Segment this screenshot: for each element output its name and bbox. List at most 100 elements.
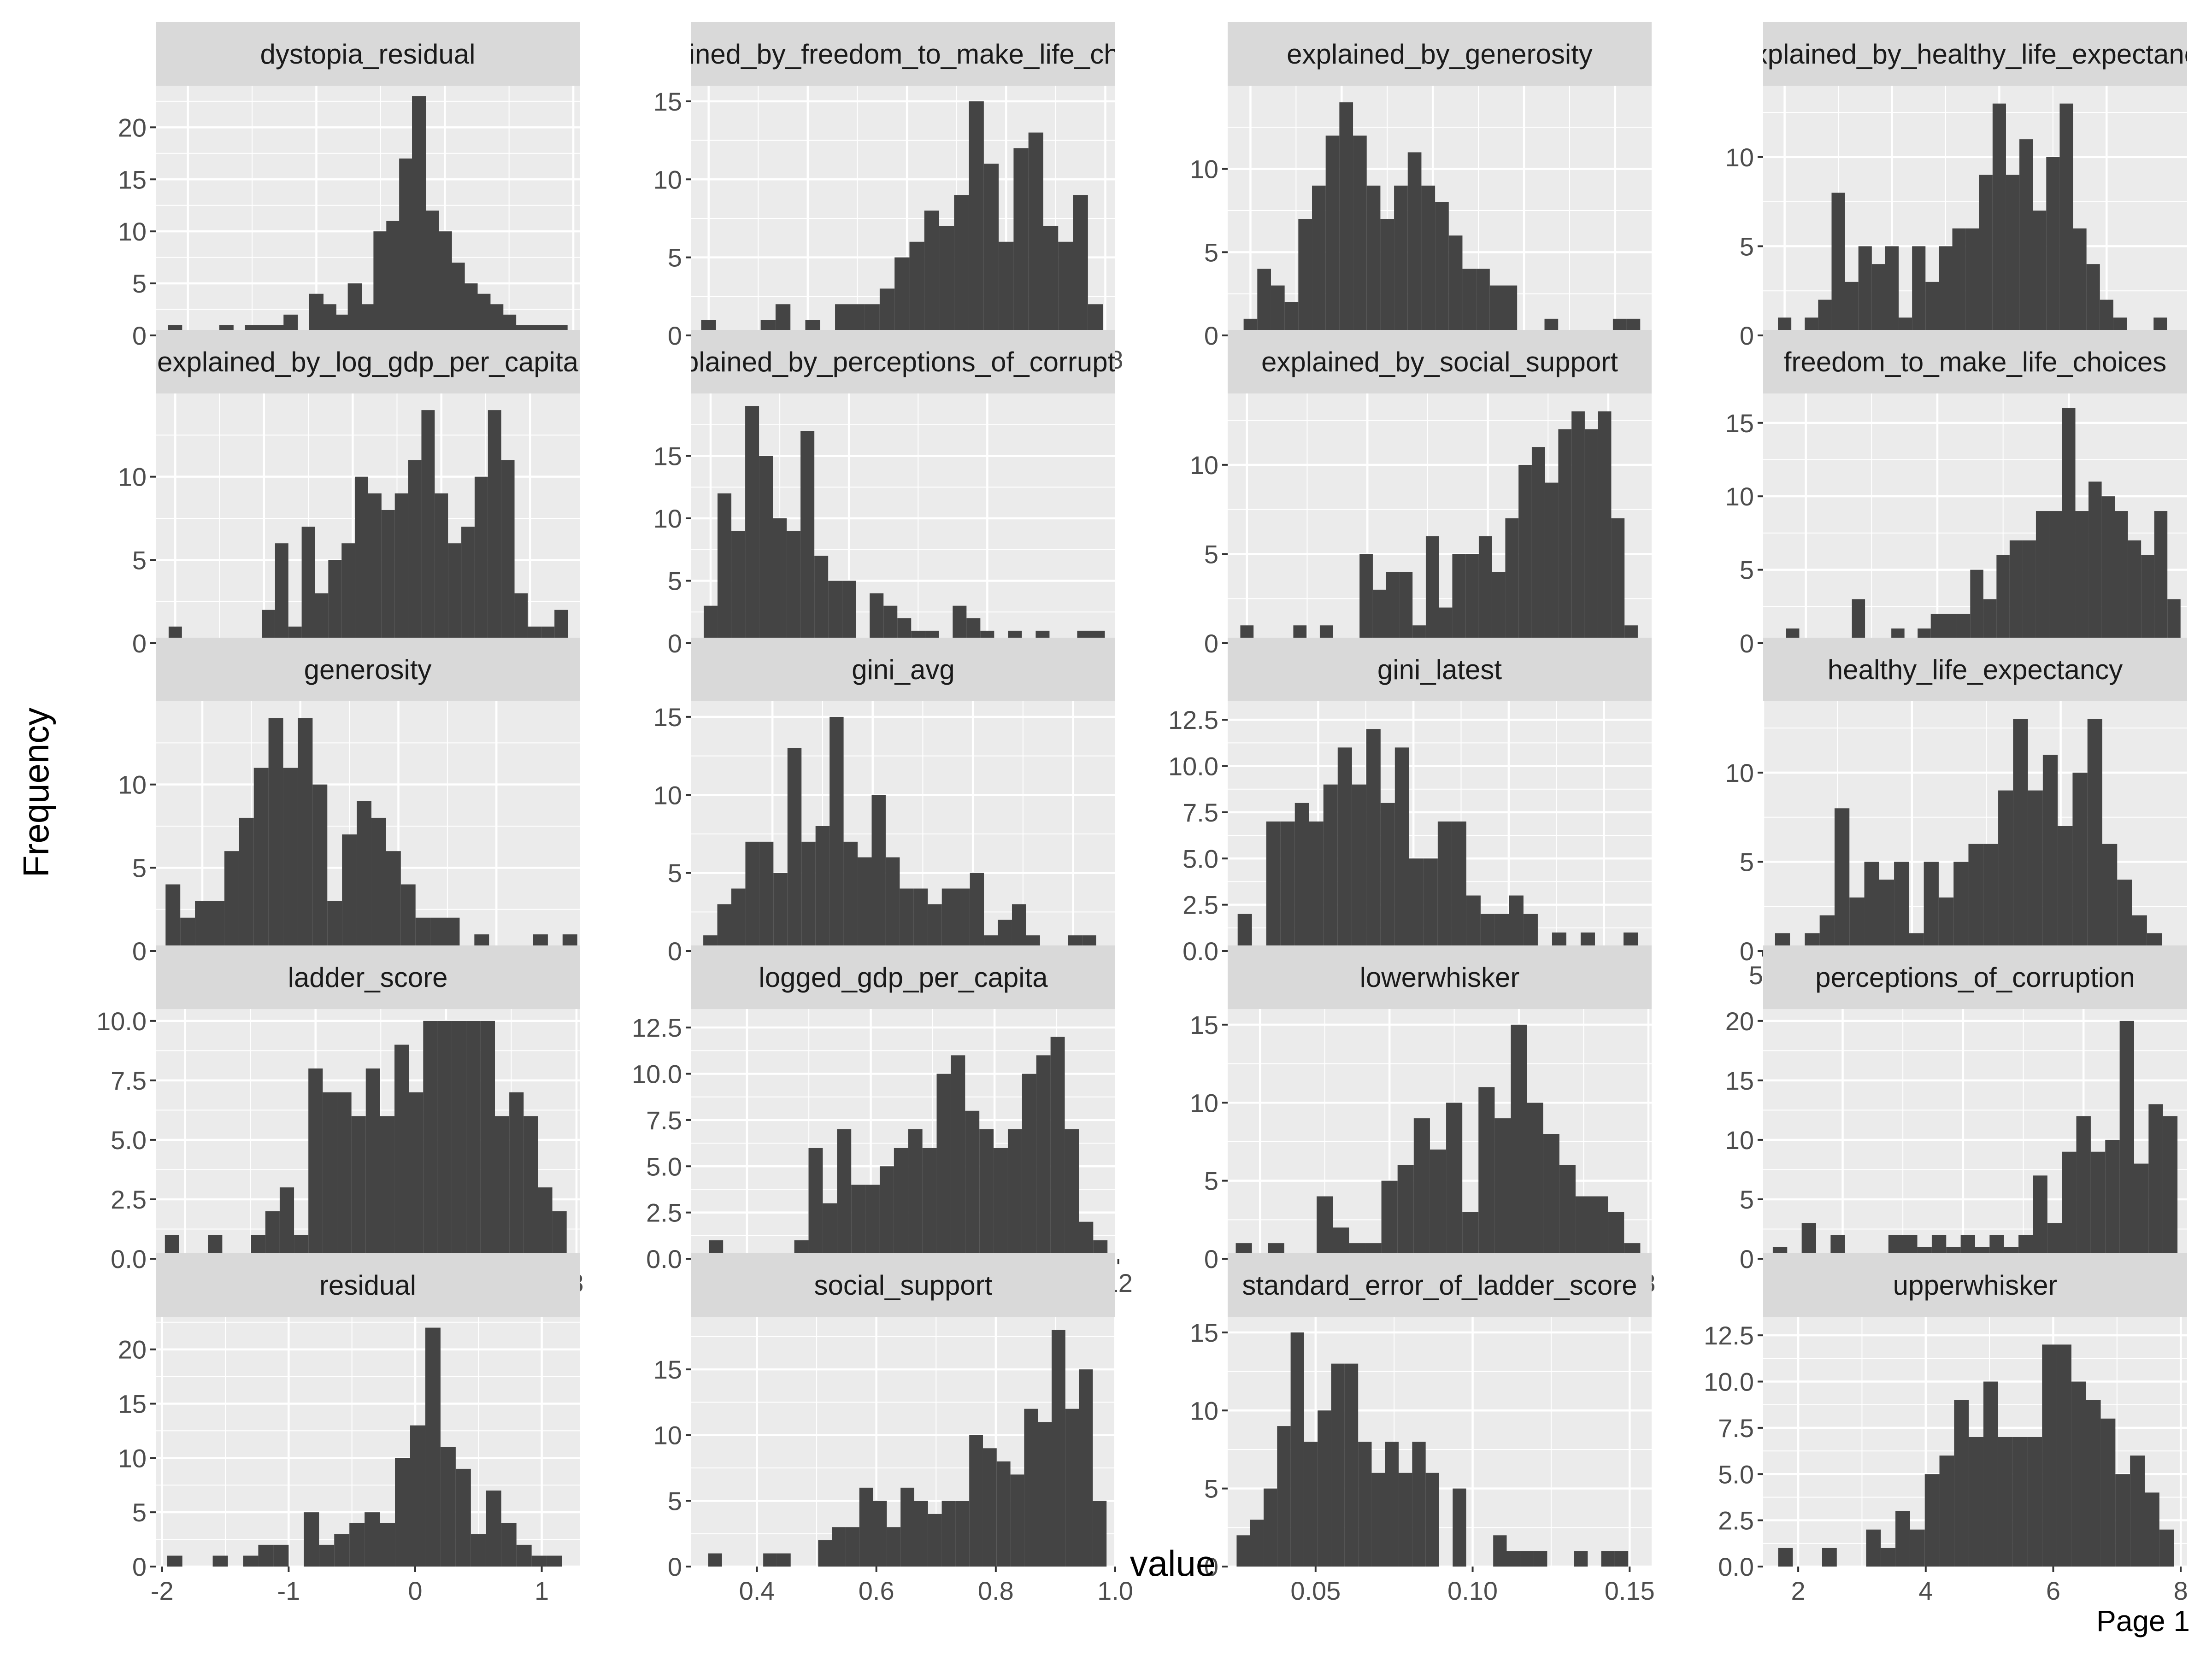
y-tick-label: 10 xyxy=(1190,1396,1218,1425)
y-tick-label: 15 xyxy=(653,442,682,471)
y-tick-label: 7.5 xyxy=(1182,798,1218,827)
histogram-bar xyxy=(195,901,210,951)
histogram-bar xyxy=(2145,1492,2159,1567)
histogram-bar xyxy=(1453,1489,1466,1567)
histogram-bar xyxy=(1885,246,1899,335)
histogram-bar xyxy=(777,1553,791,1567)
histogram-bar xyxy=(495,1116,509,1259)
histogram-bar xyxy=(2072,773,2087,951)
histogram-bar xyxy=(1367,186,1381,335)
histogram-bar xyxy=(2042,1344,2057,1567)
y-tick-label: 0 xyxy=(1204,321,1218,350)
histogram-bar xyxy=(2091,1152,2105,1259)
histogram-bar xyxy=(1954,1400,1969,1567)
histogram-bar xyxy=(2115,1474,2130,1567)
histogram-bar xyxy=(914,889,928,951)
histogram-bar xyxy=(1574,1551,1588,1567)
histogram-bar xyxy=(1386,572,1400,643)
y-tick-label: 2.5 xyxy=(1182,891,1218,920)
histogram-bar xyxy=(2013,1437,2028,1567)
histogram-bar xyxy=(773,518,787,643)
y-tick-label: 0 xyxy=(668,1552,682,1581)
histogram-bar xyxy=(475,477,488,643)
histogram-bar xyxy=(409,1092,423,1259)
histogram-bar xyxy=(501,1523,517,1567)
histogram-bar xyxy=(1446,1103,1462,1259)
histogram-bar xyxy=(704,606,718,643)
histogram-bar xyxy=(1511,1025,1527,1259)
facet-panel-10: gini_latest304050600.02.55.07.510.012.5 xyxy=(1168,638,1652,990)
histogram-bar xyxy=(538,1187,552,1259)
x-tick-label: 1.0 xyxy=(1097,1576,1133,1605)
histogram-bar xyxy=(909,242,924,335)
y-tick-label: 0 xyxy=(1740,1244,1754,1274)
histogram-bar xyxy=(924,211,939,335)
facet-panel-1: explained_by_freedom_to_make_life_choice… xyxy=(623,22,1183,374)
histogram-bar xyxy=(2043,755,2058,951)
histogram-bar xyxy=(334,1534,349,1567)
histogram-bar xyxy=(900,1488,914,1567)
histogram-bar xyxy=(2115,511,2128,643)
histogram-bar xyxy=(464,283,478,335)
histogram-bar xyxy=(386,221,400,335)
histogram-bar xyxy=(365,1512,380,1567)
histogram-bar xyxy=(2049,511,2062,643)
x-tick-label: 0.10 xyxy=(1447,1576,1498,1605)
histogram-bar xyxy=(883,606,897,643)
histogram-bar xyxy=(1093,1501,1106,1567)
histogram-bar xyxy=(1438,822,1452,951)
histogram-bar xyxy=(1298,219,1312,335)
histogram-bar xyxy=(412,96,426,335)
histogram-bar xyxy=(2033,1175,2047,1259)
histogram-bar xyxy=(865,1185,880,1259)
histogram-bar xyxy=(1065,1409,1079,1567)
histogram-bar xyxy=(759,842,773,951)
histogram-bar xyxy=(2088,719,2102,951)
histogram-bar xyxy=(1545,483,1559,643)
histogram-bar xyxy=(2046,157,2059,335)
histogram-bar xyxy=(1381,803,1395,951)
y-tick-label: 15 xyxy=(1190,1318,1218,1347)
y-tick-label: 10 xyxy=(653,1421,682,1450)
facet-panel-17: social_support0.4 0.6 0.8 1.0051015 xyxy=(653,1253,1133,1605)
histogram-bar xyxy=(532,1555,547,1567)
histogram-bar xyxy=(1481,914,1495,951)
histogram-bar xyxy=(421,410,435,643)
histogram-bar xyxy=(818,1540,832,1567)
histogram-bar xyxy=(394,1045,409,1259)
y-tick-label: 0.0 xyxy=(646,1244,682,1274)
histogram-bar xyxy=(1479,536,1492,643)
histogram-bar xyxy=(452,1021,466,1259)
histogram-bar xyxy=(1910,1530,1925,1567)
histogram-bar xyxy=(553,1211,567,1259)
histogram-bar xyxy=(1615,1551,1628,1567)
histogram-bar xyxy=(1435,202,1449,335)
y-tick-label: 5 xyxy=(1204,1167,1218,1196)
histogram-bar xyxy=(386,851,401,951)
x-tick-label: 0.6 xyxy=(859,1576,894,1605)
histogram-bar xyxy=(1414,1118,1430,1259)
histogram-bar xyxy=(951,1055,965,1259)
histogram-bar xyxy=(348,283,362,335)
histogram-bar xyxy=(1601,1551,1615,1567)
y-tick-label: 20 xyxy=(1725,1007,1754,1036)
y-tick-label: 0 xyxy=(1740,937,1754,966)
y-tick-label: 10 xyxy=(1725,1126,1754,1155)
histogram-bar xyxy=(355,477,368,643)
y-tick-label: 0 xyxy=(668,629,682,658)
y-tick-label: 15 xyxy=(118,1390,147,1419)
y-tick-label: 0 xyxy=(1740,321,1754,350)
y-tick-label: 2.5 xyxy=(111,1185,147,1214)
histogram-bar xyxy=(1939,898,1953,951)
histogram-bar xyxy=(349,1523,365,1567)
histogram-bar xyxy=(873,1501,887,1567)
facet-strip-label: explained_by_generosity xyxy=(1287,39,1593,70)
histogram-bar xyxy=(2159,1530,2174,1567)
histogram-bar xyxy=(438,231,452,335)
histogram-bar xyxy=(2134,1164,2148,1259)
histogram-bar xyxy=(224,851,239,951)
facet-panel-18: standard_error_of_ladder_score0.05 0.10 0.… xyxy=(1190,1253,1655,1605)
histogram-bar xyxy=(501,460,515,643)
facet-strip-label: explained_by_freedom_to_make_life_choice… xyxy=(623,39,1183,70)
histogram-bar xyxy=(1558,429,1571,643)
